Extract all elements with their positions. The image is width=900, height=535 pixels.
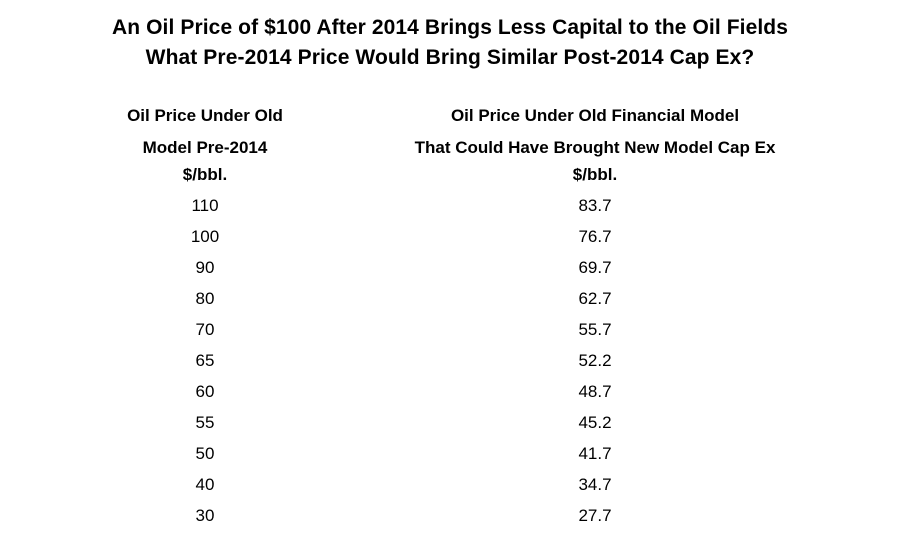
old-price-cell: 60 <box>195 382 215 401</box>
table-row: 55 45.2 <box>0 409 900 440</box>
table-row: 40 34.7 <box>0 471 900 502</box>
table-row: 90 69.7 <box>0 254 900 285</box>
table-row: 50 41.7 <box>0 440 900 471</box>
column-header-equivalent-price-unit: $/bbl. <box>572 165 618 184</box>
column-header-old-price-unit: $/bbl. <box>182 165 228 184</box>
equivalent-price-cell: 62.7 <box>578 289 612 308</box>
old-price-cell: 65 <box>195 351 215 370</box>
table-row: 110 83.7 <box>0 192 900 223</box>
column-header-equivalent-price-line-2: That Could Have Brought New Model Cap Ex <box>414 138 776 157</box>
table-row: 80 62.7 <box>0 285 900 316</box>
old-price-cell: 50 <box>195 444 215 463</box>
table-body: 110 83.7 100 76.7 90 69.7 80 62.7 70 55.… <box>0 192 900 533</box>
old-price-cell: 100 <box>190 227 220 246</box>
page-title: An Oil Price of $100 After 2014 Brings L… <box>112 16 788 39</box>
old-price-cell: 110 <box>191 196 219 215</box>
equivalent-price-cell: 48.7 <box>578 382 612 401</box>
equivalent-price-cell: 69.7 <box>578 258 612 277</box>
old-price-cell: 80 <box>195 289 215 308</box>
old-price-cell: 40 <box>195 475 215 494</box>
table-row: 70 55.7 <box>0 316 900 347</box>
old-price-cell: 55 <box>195 413 215 432</box>
old-price-cell: 30 <box>195 506 215 525</box>
equivalent-price-cell: 41.7 <box>578 444 612 463</box>
table-row: 60 48.7 <box>0 378 900 409</box>
table-row: 100 76.7 <box>0 223 900 254</box>
equivalent-price-cell: 27.7 <box>578 506 612 525</box>
page-subtitle: What Pre-2014 Price Would Bring Similar … <box>145 46 755 69</box>
equivalent-price-cell: 76.7 <box>578 227 612 246</box>
equivalent-price-cell: 55.7 <box>578 320 612 339</box>
equivalent-price-cell: 45.2 <box>578 413 612 432</box>
column-header-equivalent-price-line-1: Oil Price Under Old Financial Model <box>450 106 740 125</box>
column-header-old-price-line-2: Model Pre-2014 <box>142 138 268 157</box>
equivalent-price-cell: 83.7 <box>578 196 612 215</box>
equivalent-price-cell: 52.2 <box>578 351 612 370</box>
table-row: 30 27.7 <box>0 502 900 533</box>
table-row: 65 52.2 <box>0 347 900 378</box>
column-header-old-price-line-1: Oil Price Under Old <box>127 106 283 125</box>
old-price-cell: 90 <box>195 258 215 277</box>
equivalent-price-cell: 34.7 <box>578 475 612 494</box>
old-price-cell: 70 <box>195 320 215 339</box>
